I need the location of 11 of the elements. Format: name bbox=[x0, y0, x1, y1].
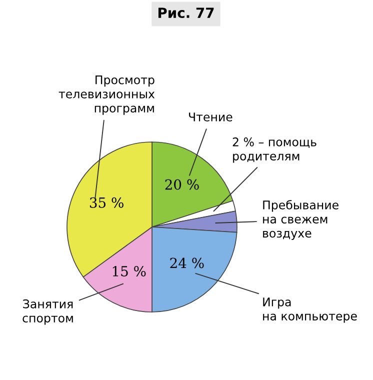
slice-label: Просмотр телевизионных программ bbox=[58, 76, 155, 115]
data-label: 15 % bbox=[112, 266, 146, 276]
data-label: 20 % bbox=[165, 179, 199, 190]
slice-label: Чтение bbox=[189, 112, 232, 122]
slice-label: Пребывание на свежем воздухе bbox=[263, 200, 338, 240]
slice-label: 2 % – помощь родителям bbox=[232, 137, 316, 163]
slice-label: Занятия спортом bbox=[22, 299, 73, 325]
data-label: 35 % bbox=[90, 197, 124, 208]
data-label: 24 % bbox=[170, 258, 204, 268]
chart-title: Рис. 77 bbox=[158, 8, 214, 18]
slice-label: Игра на компьютере bbox=[263, 298, 357, 323]
